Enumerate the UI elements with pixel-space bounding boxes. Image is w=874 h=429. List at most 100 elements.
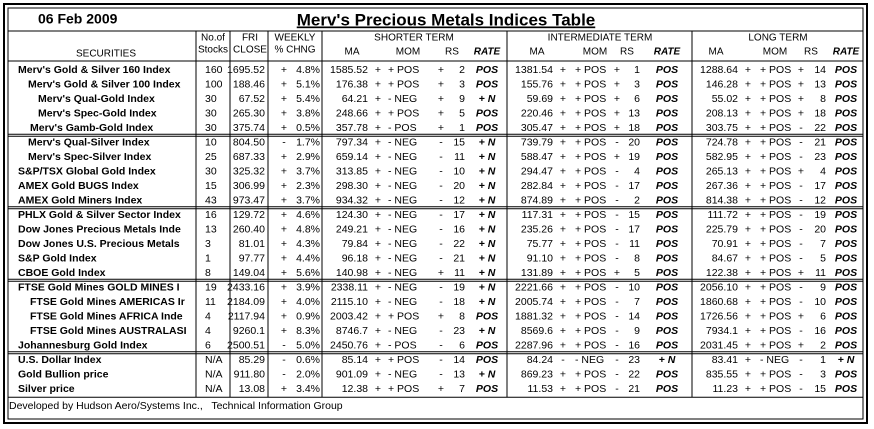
cell: +: [745, 238, 751, 250]
cell: 11: [629, 238, 640, 250]
cell: 21: [628, 383, 640, 395]
cell: 2450.76: [330, 339, 368, 351]
cell: + POS: [760, 383, 791, 395]
cell: POS: [476, 354, 498, 366]
cell: -: [282, 339, 286, 351]
cell: +: [745, 209, 751, 221]
column-header: % CHNG: [274, 45, 315, 56]
cell: -: [439, 354, 443, 366]
cell: - NEG: [388, 180, 417, 192]
cell: +: [281, 238, 287, 250]
cell: POS: [656, 151, 678, 163]
column-header: No.of: [201, 33, 225, 44]
cell: POS: [835, 339, 857, 351]
cell: 2221.66: [515, 281, 553, 293]
cell: 588.47: [521, 151, 553, 163]
cell: +: [745, 64, 751, 76]
cell: 19: [205, 281, 217, 293]
cell: 1585.52: [330, 64, 368, 76]
cell: 10: [205, 136, 217, 148]
cell: +: [798, 165, 804, 177]
cell: 11: [454, 151, 465, 163]
cell: 804.50: [233, 136, 265, 148]
cell: 30: [205, 93, 217, 105]
cell: POS: [835, 136, 857, 148]
cell: - NEG: [388, 296, 417, 308]
cell: + N: [659, 354, 676, 366]
cell: +: [375, 180, 381, 192]
cell: POS: [835, 252, 857, 264]
cell: N/A: [205, 368, 223, 380]
cell: POS: [476, 107, 498, 119]
cell: -: [615, 368, 619, 380]
cell: +: [281, 93, 287, 105]
cell: -: [799, 354, 803, 366]
column-header: RATE: [833, 47, 860, 58]
cell: + N: [479, 281, 496, 293]
cell: 81.01: [239, 238, 265, 250]
cell: + N: [479, 93, 496, 105]
cell: 265.13: [706, 165, 738, 177]
cell: -: [799, 151, 803, 163]
cell: 901.09: [336, 368, 368, 380]
cell: 5.1%: [296, 78, 320, 90]
cell: +: [560, 368, 566, 380]
column-header: RATE: [654, 47, 681, 58]
cell: 13: [814, 78, 826, 90]
cell: 23: [628, 354, 640, 366]
cell: POS: [656, 194, 678, 206]
column-header: MOM: [396, 47, 420, 58]
cell: -: [615, 296, 619, 308]
cell: 70.91: [712, 238, 738, 250]
cell: +: [375, 354, 381, 366]
cell: +: [560, 383, 566, 395]
cell: + POS: [575, 78, 606, 90]
cell: -: [282, 136, 286, 148]
cell: 7: [459, 383, 465, 395]
cell: POS: [835, 151, 857, 163]
cell: -: [282, 368, 286, 380]
cell: POS: [656, 136, 678, 148]
cell: +: [745, 78, 751, 90]
cell: +: [560, 93, 566, 105]
security-name: Dow Jones U.S. Precious Metals: [18, 238, 180, 250]
cell: +: [614, 107, 620, 119]
cell: 15: [814, 383, 826, 395]
security-name: S&P Gold Index: [18, 252, 97, 264]
cell: +: [560, 64, 566, 76]
cell: +: [560, 281, 566, 293]
cell: 1: [459, 122, 465, 134]
cell: 5.6%: [296, 267, 320, 279]
cell: 248.66: [336, 107, 368, 119]
cell: +: [281, 252, 287, 264]
cell: 3.8%: [296, 107, 320, 119]
cell: POS: [835, 383, 857, 395]
cell: 11: [205, 296, 216, 308]
cell: 739.79: [521, 136, 553, 148]
cell: -: [615, 136, 619, 148]
cell: 22: [814, 122, 826, 134]
cell: 797.34: [336, 136, 368, 148]
cell: + POS: [388, 383, 419, 395]
cell: 869.23: [521, 368, 553, 380]
cell: 208.13: [706, 107, 738, 119]
cell: +: [560, 194, 566, 206]
cell: + POS: [575, 339, 606, 351]
cell: 19: [453, 281, 465, 293]
cell: + POS: [575, 194, 606, 206]
cell: -: [799, 223, 803, 235]
cell: +: [560, 238, 566, 250]
cell: -: [799, 383, 803, 395]
cell: + N: [838, 354, 855, 366]
cell: + POS: [575, 209, 606, 221]
cell: -: [439, 165, 443, 177]
cell: 0.5%: [296, 122, 320, 134]
cell: 11.23: [713, 383, 739, 395]
security-name: Merv's Spec-Silver Index: [28, 151, 151, 163]
cell: 21: [814, 136, 826, 148]
cell: 582.95: [706, 151, 738, 163]
cell: 1.7%: [296, 136, 320, 148]
cell: 4: [205, 310, 211, 322]
cell: + N: [479, 267, 496, 279]
cell: 2: [634, 194, 640, 206]
